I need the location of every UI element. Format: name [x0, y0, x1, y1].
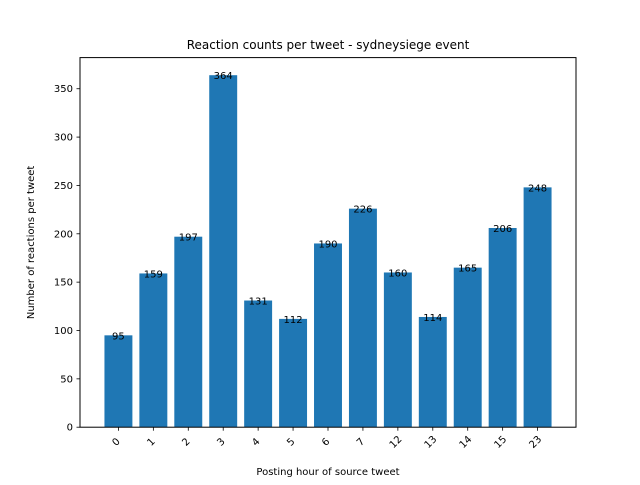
y-tick-label-0: 0	[67, 423, 73, 434]
bar-7	[348, 208, 377, 428]
x-axis-label: Posting hour of source tweet	[256, 467, 399, 478]
x-tick-label-12: 12	[388, 434, 405, 451]
x-tick-label-6: 6	[320, 436, 332, 448]
data-label-7: 226	[353, 205, 372, 216]
data-label-1: 159	[144, 269, 163, 280]
y-tick-label-250: 250	[54, 181, 73, 192]
bar-13	[418, 316, 447, 428]
y-tick-label-300: 300	[54, 133, 73, 144]
bar-6	[314, 243, 342, 428]
x-tick-label-15: 15	[492, 434, 509, 451]
y-tick-label-150: 150	[54, 278, 73, 289]
x-tick-label-3: 3	[215, 436, 227, 448]
data-label-5: 112	[284, 315, 303, 326]
x-tick-label-23: 23	[527, 434, 544, 451]
x-tick-label-13: 13	[423, 434, 440, 451]
x-tick-label-5: 5	[285, 436, 297, 448]
data-label-14: 165	[458, 264, 477, 275]
bar-1	[139, 273, 168, 428]
bar-23	[523, 187, 552, 428]
bar-4	[244, 300, 273, 428]
y-tick-label-350: 350	[54, 84, 73, 95]
bar-5	[279, 318, 308, 428]
y-tick-label-100: 100	[54, 326, 73, 337]
x-tick-label-0: 0	[111, 436, 123, 448]
x-tick-label-4: 4	[250, 436, 262, 448]
data-label-4: 131	[249, 297, 268, 308]
bar-14	[453, 267, 482, 428]
bar-15	[488, 227, 517, 428]
y-axis-label: Number of reactions per tweet	[26, 166, 37, 320]
bar-12	[383, 272, 412, 428]
data-label-3: 364	[214, 71, 233, 82]
bar-2	[174, 236, 203, 428]
bar-0	[104, 335, 133, 428]
y-tick-label-200: 200	[54, 229, 73, 240]
y-tick-label-50: 50	[60, 374, 73, 385]
x-tick-label-14: 14	[458, 434, 475, 451]
data-label-0: 95	[112, 331, 125, 342]
data-label-6: 190	[318, 239, 337, 250]
data-label-13: 114	[423, 313, 442, 324]
x-tick-label-1: 1	[145, 436, 157, 448]
data-label-2: 197	[179, 233, 198, 244]
plot-frame	[79, 57, 577, 428]
data-label-15: 206	[493, 224, 512, 235]
x-tick-label-2: 2	[180, 436, 192, 448]
chart-title: Reaction counts per tweet - sydneysiege …	[187, 38, 470, 52]
bar-3	[209, 75, 238, 428]
data-label-12: 160	[388, 268, 407, 279]
x-tick-label-7: 7	[355, 436, 367, 448]
data-label-23: 248	[528, 183, 547, 194]
